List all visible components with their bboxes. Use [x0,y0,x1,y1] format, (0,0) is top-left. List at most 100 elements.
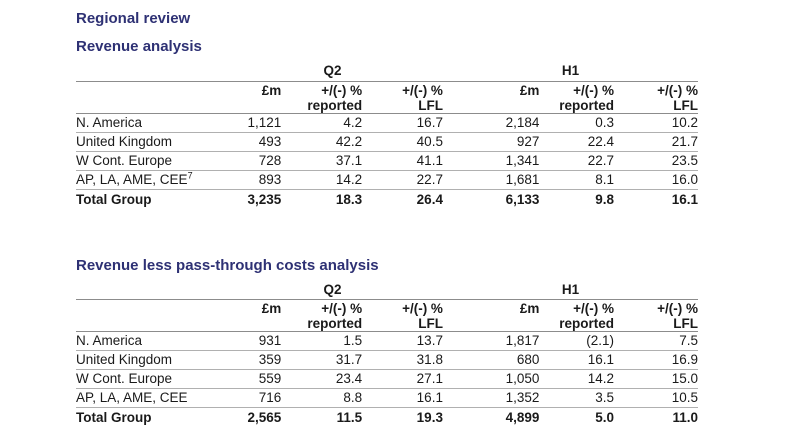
col-header-q2-lfl: +/(-) % LFL [362,81,443,114]
cell-value: 40.5 [362,132,443,152]
col-header-h1-lfl: +/(-) % LFL [613,81,698,114]
cell-value: 41.1 [362,151,443,171]
group-header-h1: H1 [442,280,698,300]
col-header-h1-gbp: £m [442,81,540,114]
table-row-total-group: Total Group 2,565 11.5 19.3 4,899 5.0 11… [76,408,698,428]
cell-value: 1,817 [442,331,540,351]
cell-value: 16.1 [362,388,443,408]
group-header-q2: Q2 [222,280,443,300]
table-row-w-cont-europe: W Cont. Europe 559 23.4 27.1 1,050 14.2 … [76,369,698,389]
cell-value: 1,121 [222,113,282,133]
table1-title: Revenue analysis [76,38,202,55]
table-row-united-kingdom: United Kingdom 493 42.2 40.5 927 22.4 21… [76,132,698,152]
cell-value: 16.0 [613,170,698,190]
table-row-ap-la-ame-cee: AP, LA, AME, CEE 716 8.8 16.1 1,352 3.5 … [76,388,698,408]
cell-value: 18.3 [335,191,363,207]
section-title: Regional review [76,10,191,27]
cell-value: 16.1 [671,191,698,207]
col-header-q2-gbp: £m [222,299,282,332]
period-group-header-row: Q2 H1 [76,62,698,82]
cell-value: 4,899 [505,410,540,425]
cell-value: 13.7 [362,331,443,351]
cell-value: 42.2 [281,132,363,152]
table-row-ap-la-ame-cee: AP, LA, AME, CEE7 893 14.2 22.7 1,681 8.… [76,170,698,190]
table-row-united-kingdom: United Kingdom 359 31.7 31.8 680 16.1 16… [76,350,698,370]
cell-value: (2.1) [539,331,614,351]
footnote-marker: 7 [187,170,193,180]
cell-value: 16.7 [362,113,443,133]
cell-value: 9.8 [595,191,614,207]
cell-value: 11.5 [336,410,363,425]
cell-value: 6,133 [505,191,540,207]
cell-value: 2,565 [247,410,282,425]
cell-value: 0.3 [539,113,614,133]
report-page: Regional review Revenue analysis Q2 H1 £… [76,10,698,428]
cell-value: 5.0 [595,410,614,425]
cell-value: 927 [442,132,540,152]
cell-value: 31.8 [362,350,443,370]
table2-title: Revenue less pass-through costs analysis [76,256,379,274]
region-label: United Kingdom [76,350,223,370]
empty-corner-cell [76,81,223,114]
period-group-header-row: Q2 H1 [76,280,698,300]
cell-value: 3.5 [539,388,614,408]
cell-value: 893 [222,170,282,190]
table-row-w-cont-europe: W Cont. Europe 728 37.1 41.1 1,341 22.7 … [76,151,698,171]
cell-value: 559 [222,369,282,389]
cell-value: 359 [222,350,282,370]
region-label: N. America [76,331,223,351]
group-header-h1: H1 [442,62,698,82]
cell-value: 16.1 [539,350,614,370]
cell-value: 716 [222,388,282,408]
cell-value: 1,352 [442,388,540,408]
cell-value: 22.7 [539,151,614,171]
table-row-n-america: N. America 931 1.5 13.7 1,817 (2.1) 7.5 [76,331,698,351]
cell-value: 2,184 [442,113,540,133]
cell-value: 8.1 [539,170,614,190]
cell-value: 8.8 [281,388,363,408]
empty-corner-cell [76,62,223,82]
cell-value: 22.4 [539,132,614,152]
cell-value: 7.5 [613,331,698,351]
region-label: N. America [76,113,223,133]
col-header-q2-reported: +/(-) % reported [281,299,363,332]
col-header-q2-lfl: +/(-) % LFL [362,299,443,332]
cell-value: 37.1 [281,151,363,171]
empty-corner-cell [76,299,223,332]
col-header-q2-reported: +/(-) % reported [281,81,363,114]
cell-value: 3,235 [247,191,282,207]
column-header-row: £m +/(-) % reported +/(-) % LFL £m +/(-) %… [76,81,698,114]
cell-value: 21.7 [613,132,698,152]
cell-value: 680 [442,350,540,370]
col-header-h1-reported: +/(-) % reported [539,299,614,332]
col-header-h1-reported: +/(-) % reported [539,81,614,114]
cell-value: 22.7 [362,170,443,190]
region-label: W Cont. Europe [76,369,223,389]
cell-value: 11.0 [672,410,698,425]
cell-value: 1.5 [281,331,363,351]
cell-value: 26.4 [416,191,443,207]
cell-value: 728 [222,151,282,171]
cell-value: 23.4 [281,369,363,389]
cell-value: 493 [222,132,282,152]
cell-value: 931 [222,331,282,351]
cell-value: 16.9 [613,350,698,370]
cell-value: 4.2 [281,113,363,133]
cell-value: 15.0 [613,369,698,389]
region-label: United Kingdom [76,132,223,152]
col-header-q2-gbp: £m [222,81,282,114]
region-label: AP, LA, AME, CEE7 [76,170,223,190]
region-label: W Cont. Europe [76,151,223,171]
revenue-less-pass-through-table: Q2 H1 £m +/(-) % reported +/(-) % LFL £m +… [76,280,698,428]
cell-value: 1,681 [442,170,540,190]
cell-value: 14.2 [539,369,614,389]
column-header-row: £m +/(-) % reported +/(-) % LFL £m +/(-) %… [76,299,698,332]
cell-value: 27.1 [362,369,443,389]
cell-value: 31.7 [281,350,363,370]
cell-value: 23.5 [613,151,698,171]
table-row-n-america: N. America 1,121 4.2 16.7 2,184 0.3 10.2 [76,113,698,133]
cell-value: 1,050 [442,369,540,389]
cell-value: 10.2 [613,113,698,133]
cell-value: 14.2 [281,170,363,190]
region-label: AP, LA, AME, CEE [76,388,223,408]
